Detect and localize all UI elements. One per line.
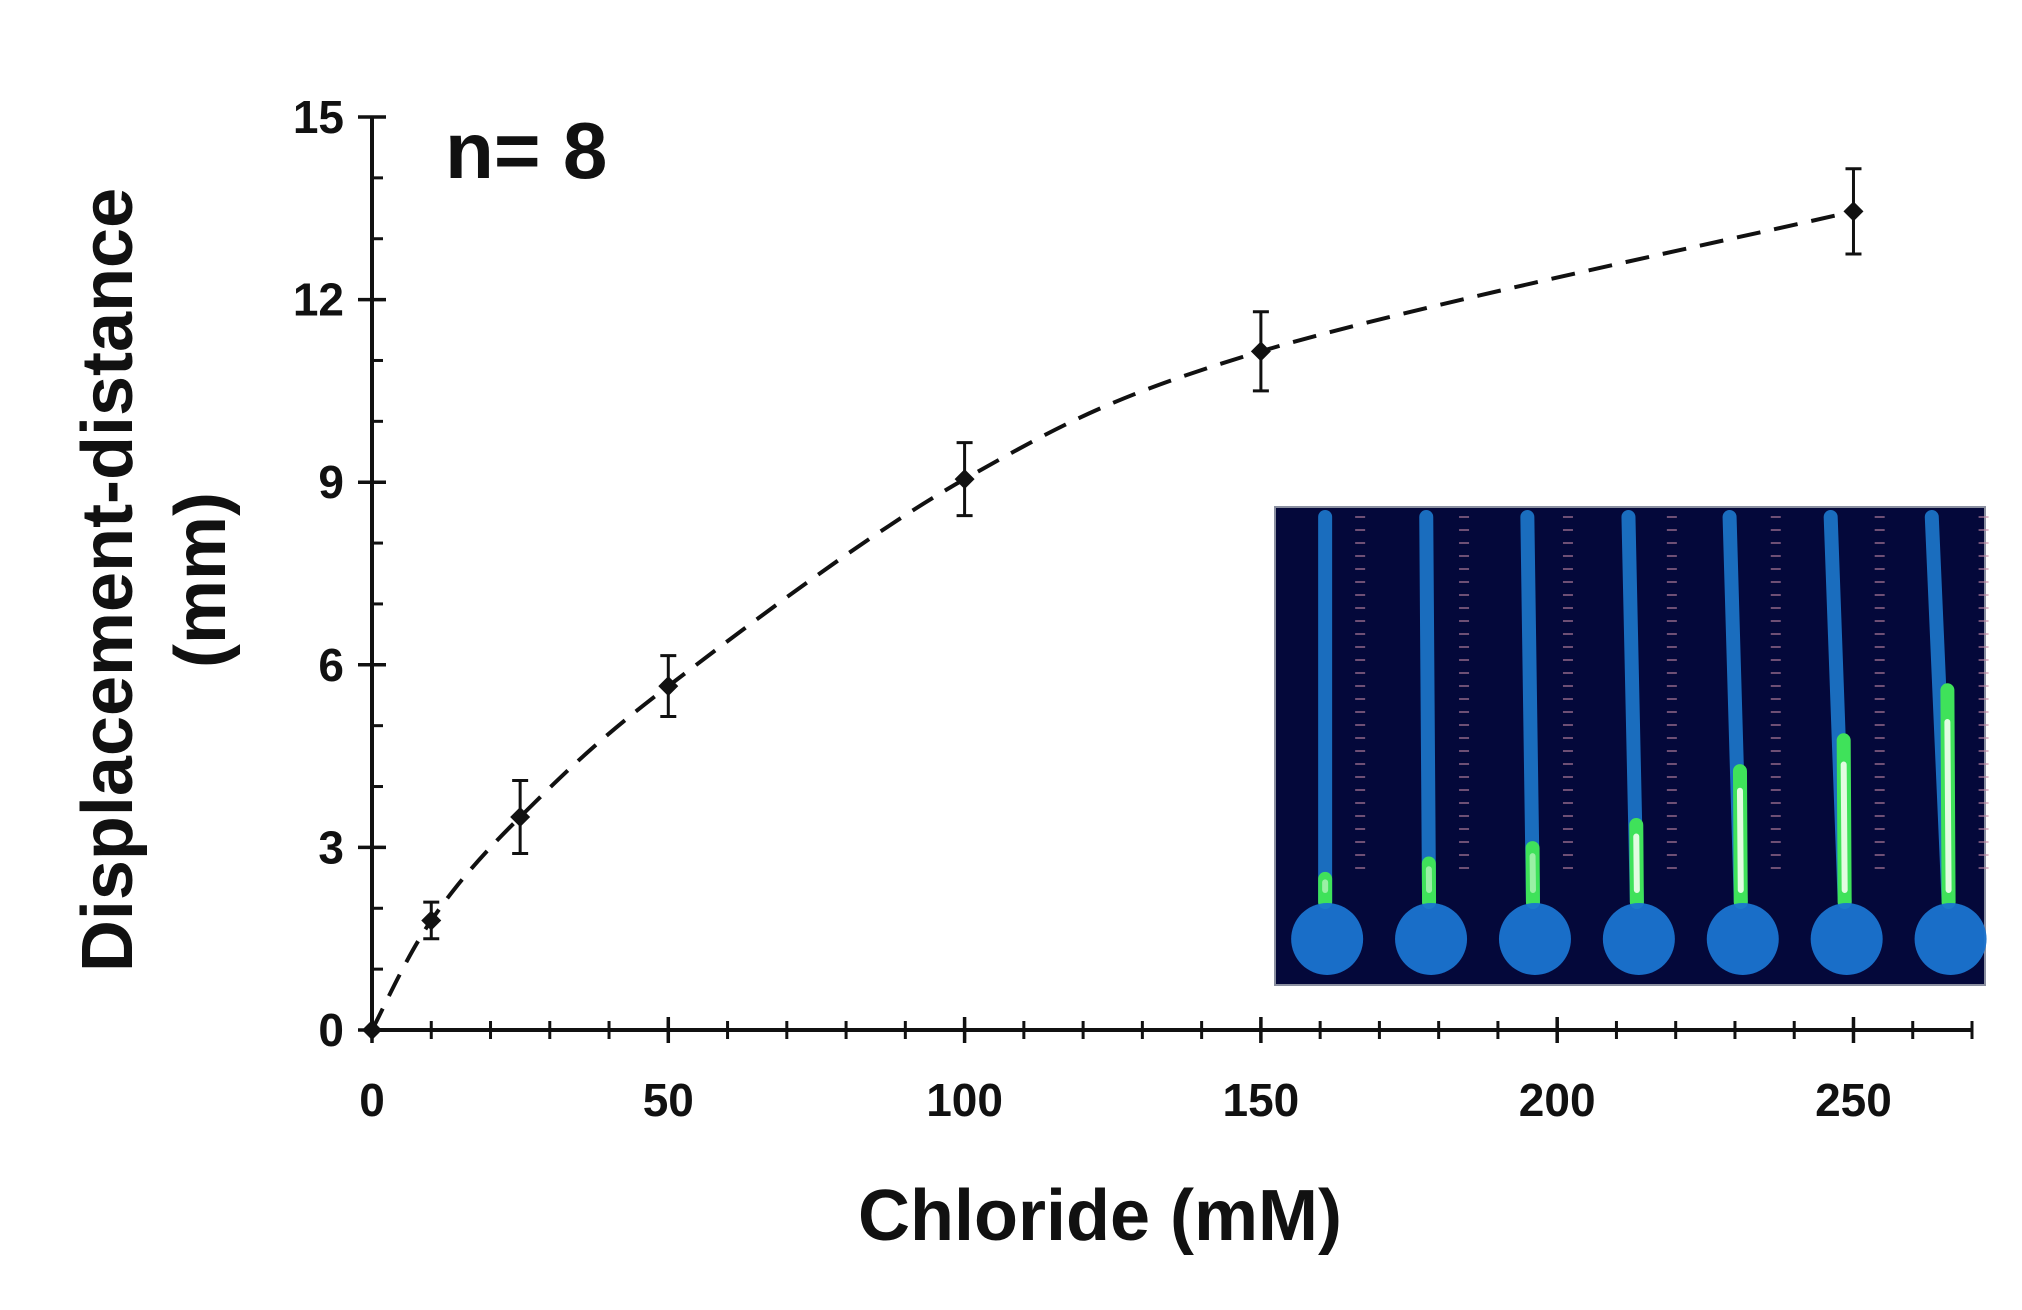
data-marker — [421, 910, 442, 931]
inset-fluorescent-core — [1633, 833, 1640, 893]
y-tick-label: 9 — [318, 456, 344, 508]
axes: 0 50 100 150 200 250 0 3 6 9 12 15 — [293, 91, 1974, 1126]
data-point — [658, 654, 679, 719]
inset-device — [1291, 510, 1366, 975]
inset-fluorescent-core — [1736, 787, 1744, 893]
fit-line — [370, 209, 1854, 1031]
inset-device — [1498, 510, 1573, 975]
data-marker — [1250, 341, 1271, 362]
data-point — [1843, 167, 1864, 256]
data-point — [510, 778, 531, 855]
inset-device — [1395, 510, 1470, 975]
inset-reservoir — [1602, 903, 1675, 975]
x-axis-title: Chloride (mM) — [858, 1176, 1342, 1256]
y-tick-label: 0 — [318, 1004, 344, 1056]
data-point — [954, 441, 975, 518]
y-axis-title-line1: Displacement-distance — [68, 188, 148, 972]
inset-device — [1914, 510, 1989, 975]
data-point — [1250, 310, 1271, 393]
x-tick-label: 100 — [926, 1074, 1003, 1126]
inset-reservoir — [1395, 903, 1468, 975]
inset-channel — [1520, 510, 1540, 909]
x-tick-label: 250 — [1815, 1074, 1892, 1126]
data-point — [421, 900, 442, 941]
inset-channel — [1419, 510, 1437, 909]
y-tick-label: 3 — [318, 821, 344, 873]
y-tick-label: 15 — [293, 91, 344, 143]
data-marker — [510, 806, 531, 827]
inset-fluorescent-core — [1944, 719, 1952, 893]
inset-fluorescent-core — [1840, 761, 1848, 893]
fit-curve — [370, 209, 1854, 1031]
inset-reservoir — [1498, 903, 1571, 975]
inset-reservoir — [1810, 903, 1883, 975]
y-tick-label: 12 — [293, 274, 344, 326]
inset-reservoir — [1914, 903, 1987, 975]
inset-reservoir — [1706, 903, 1779, 975]
x-tick-label: 150 — [1223, 1074, 1300, 1126]
x-tick-label: 0 — [359, 1074, 385, 1126]
y-axis-title-line2: (mm) — [161, 492, 241, 668]
inset-reservoir — [1291, 903, 1364, 975]
data-marker — [954, 469, 975, 490]
y-tick-label: 6 — [318, 639, 344, 691]
data-marker — [362, 1020, 382, 1040]
sample-size-annotation: n= 8 — [445, 106, 607, 195]
data-points — [362, 167, 1864, 1040]
inset-photo — [1274, 506, 1989, 986]
x-tick-label: 50 — [643, 1074, 694, 1126]
x-tick-label: 200 — [1519, 1074, 1596, 1126]
data-marker — [1843, 201, 1864, 222]
inset-device — [1810, 510, 1885, 975]
data-marker — [658, 676, 679, 697]
inset-device — [1706, 510, 1781, 975]
data-point — [362, 1020, 382, 1040]
inset-device — [1602, 510, 1677, 975]
